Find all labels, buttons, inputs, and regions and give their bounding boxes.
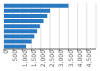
svg-text:500: 500 (11, 50, 18, 62)
svg-text:2,500: 2,500 (48, 50, 55, 67)
svg-text:3,500: 3,500 (67, 50, 74, 67)
svg-text:4,000: 4,000 (76, 50, 83, 67)
svg-text:1,000: 1,000 (21, 50, 28, 67)
svg-text:2,000: 2,000 (39, 50, 46, 67)
svg-text:4,500: 4,500 (85, 50, 92, 67)
svg-text:3,000: 3,000 (57, 50, 64, 67)
svg-text:1,500: 1,500 (30, 50, 37, 67)
svg-text:0: 0 (8, 50, 9, 54)
